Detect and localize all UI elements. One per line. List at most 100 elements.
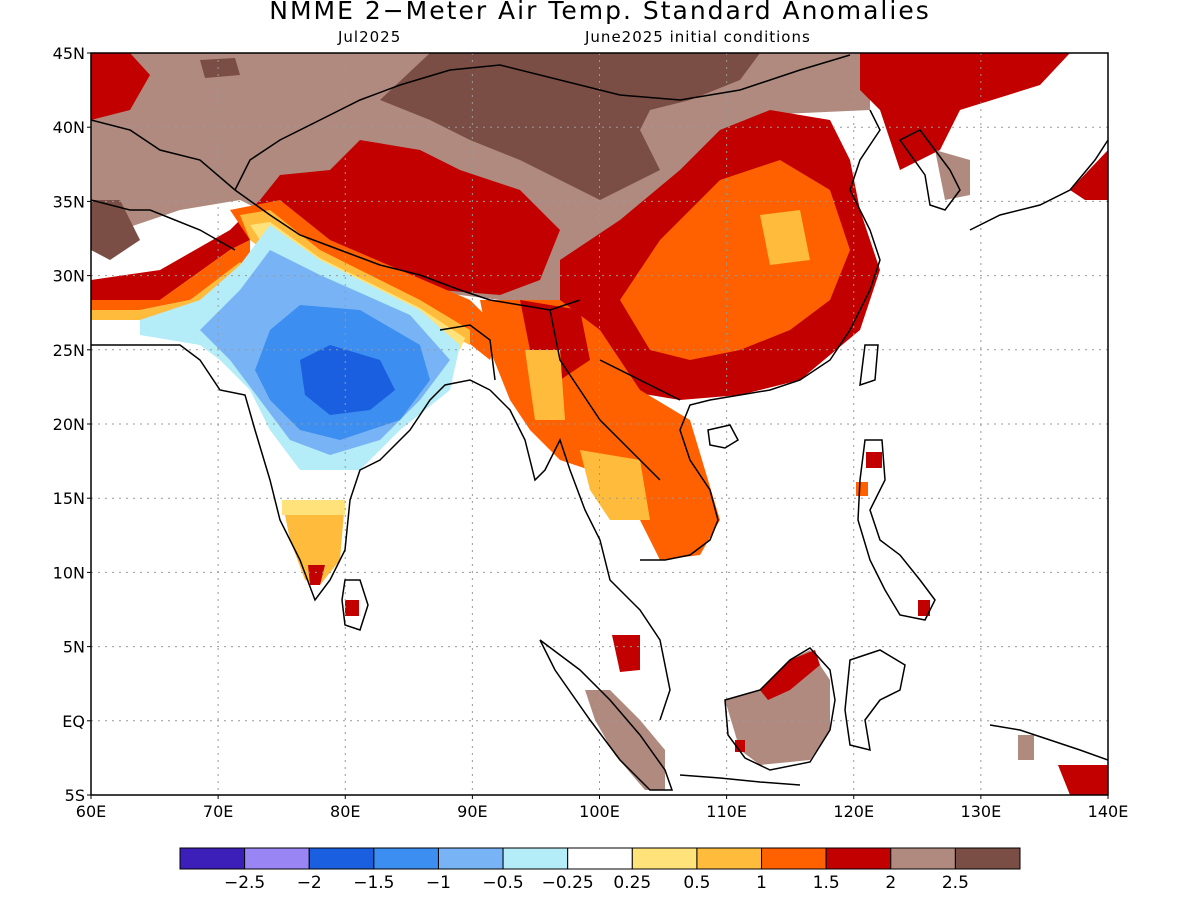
- lat-tick-label: 35N: [53, 192, 85, 211]
- region-newguinea-brown: [1018, 735, 1034, 760]
- coast-borneo: [724, 647, 836, 771]
- colorbar-swatch: [825, 847, 892, 870]
- tick-marks: [87, 52, 1109, 799]
- region-south-india-lightorange: [282, 500, 345, 585]
- coastlines: [91, 54, 1108, 791]
- region-mongolia-darkbrown: [380, 53, 760, 200]
- colorbar-swatch: [502, 847, 569, 870]
- coast-japan: [969, 139, 1108, 231]
- lon-tick-label: 120E: [833, 802, 874, 821]
- lon-tick-label: 140E: [1088, 802, 1129, 821]
- region-mindanao-red: [918, 600, 930, 616]
- lon-tick-label: 100E: [579, 802, 620, 821]
- region-malaya-red: [612, 635, 640, 672]
- region-srilanka-red: [345, 600, 359, 616]
- lat-tick-label: 20N: [53, 415, 85, 434]
- colorbar-swatch: [308, 847, 375, 870]
- lon-tick-label: 80E: [330, 802, 360, 821]
- latitude-labels: 45N 40N 35N 30N 25N 20N 15N 10N 5N EQ 5S: [53, 44, 85, 805]
- region-southtip-red: [308, 565, 325, 585]
- colorbar-label: −1.5: [353, 873, 394, 893]
- coast-srilanka: [341, 579, 369, 631]
- lat-tick-label: 25N: [53, 341, 85, 360]
- colorbar-swatch: [631, 847, 698, 870]
- region-luzon-red: [866, 452, 882, 468]
- colorbar-label: 1.5: [813, 873, 840, 893]
- region-myanmar-red: [520, 300, 590, 380]
- coast-vietnam: [640, 109, 881, 561]
- border-china-north: [234, 54, 851, 191]
- colorbar-swatch: [696, 847, 763, 870]
- region-east-china-orange: [620, 160, 850, 360]
- lon-tick-label: 130E: [961, 802, 1002, 821]
- initial-conditions: June2025 initial conditions: [585, 28, 811, 46]
- colorbar-swatch: [890, 847, 956, 870]
- coast-philippines: [857, 439, 936, 621]
- colorbar-swatch: [244, 847, 310, 870]
- region-borneo-brown: [725, 650, 830, 765]
- map-title: NMME 2−Meter Air Temp. Standard Anomalie…: [269, 0, 931, 25]
- colorbar-swatch: [761, 847, 827, 870]
- colorbar-swatch: [954, 847, 1021, 870]
- colorbar-label: 2: [885, 873, 896, 893]
- region-central-asia-brown: [91, 53, 870, 300]
- region-india-deepblue: [300, 345, 395, 415]
- lon-tick-label: 60E: [76, 802, 106, 821]
- colorbar-label: 0.25: [613, 873, 651, 893]
- colorbar: [179, 847, 1021, 870]
- colorbar-label: −0.25: [542, 873, 594, 893]
- coast-indochina: [489, 389, 671, 721]
- region-newguinea-red: [1058, 765, 1108, 795]
- region-yangtze-lightorange: [760, 210, 810, 265]
- lon-tick-label: 70E: [203, 802, 233, 821]
- colorbar-label: −0.5: [482, 873, 523, 893]
- colorbar-label: −2: [297, 873, 322, 893]
- region-luzon-orange: [856, 482, 868, 496]
- lat-tick-label: 30N: [53, 267, 85, 286]
- region-kazakh-darkbrown: [200, 58, 240, 78]
- coast-india: [91, 344, 491, 602]
- region-northeast-red: [860, 53, 1070, 170]
- region-thailand-lightorange: [580, 450, 650, 520]
- lat-tick-label: 10N: [53, 563, 85, 582]
- border-indochina: [549, 309, 681, 481]
- colorbar-swatch: [437, 847, 504, 870]
- longitude-labels: 60E 70E 80E 90E 100E 110E 120E 130E 140E: [76, 802, 1129, 821]
- region-borneo-south-red: [735, 740, 745, 752]
- grid-lines: [91, 53, 1108, 795]
- shaded-field: [91, 53, 1108, 795]
- lon-tick-label: 90E: [457, 802, 487, 821]
- lat-tick-label: 5S: [65, 786, 85, 805]
- lat-tick-label: 5N: [63, 638, 85, 657]
- colorbar-label: 1: [756, 873, 767, 893]
- border-himalaya: [234, 189, 581, 311]
- coast-korea: [898, 129, 961, 211]
- forecast-month: Jul2025: [338, 28, 402, 46]
- lat-tick-label: 15N: [53, 489, 85, 508]
- colorbar-swatch: [179, 847, 246, 870]
- colorbar-label: −2.5: [224, 873, 265, 893]
- colorbar-label: 0.5: [683, 873, 710, 893]
- lat-tick-label: EQ: [62, 712, 85, 731]
- coast-newguinea: [989, 724, 1108, 761]
- colorbar-label: 2.5: [942, 873, 969, 893]
- region-south-india-yellow: [282, 500, 345, 515]
- region-pakistan-red: [91, 140, 560, 300]
- region-borneo-red: [760, 650, 820, 700]
- colorbar-labels: −2.5 −2 −1.5 −1 −0.5 −0.25 0.25 0.5 1 1.5 2 2.5: [224, 873, 969, 893]
- lat-tick-label: 40N: [53, 118, 85, 137]
- coast-sulawesi: [844, 649, 906, 752]
- region-pakistan-orange: [91, 240, 250, 310]
- colorbar-swatch: [373, 847, 439, 870]
- lat-tick-label: 45N: [53, 44, 85, 63]
- region-sumatra-brown: [585, 690, 665, 790]
- colorbar-label: −1: [426, 873, 451, 893]
- region-west-asia-red: [91, 53, 150, 120]
- coast-taiwan: [859, 344, 879, 387]
- coast-hainan: [707, 424, 739, 449]
- border-bangladesh: [439, 324, 496, 381]
- region-japan-red: [1070, 150, 1108, 200]
- region-burma-lightorange: [525, 350, 565, 420]
- lon-tick-label: 110E: [706, 802, 747, 821]
